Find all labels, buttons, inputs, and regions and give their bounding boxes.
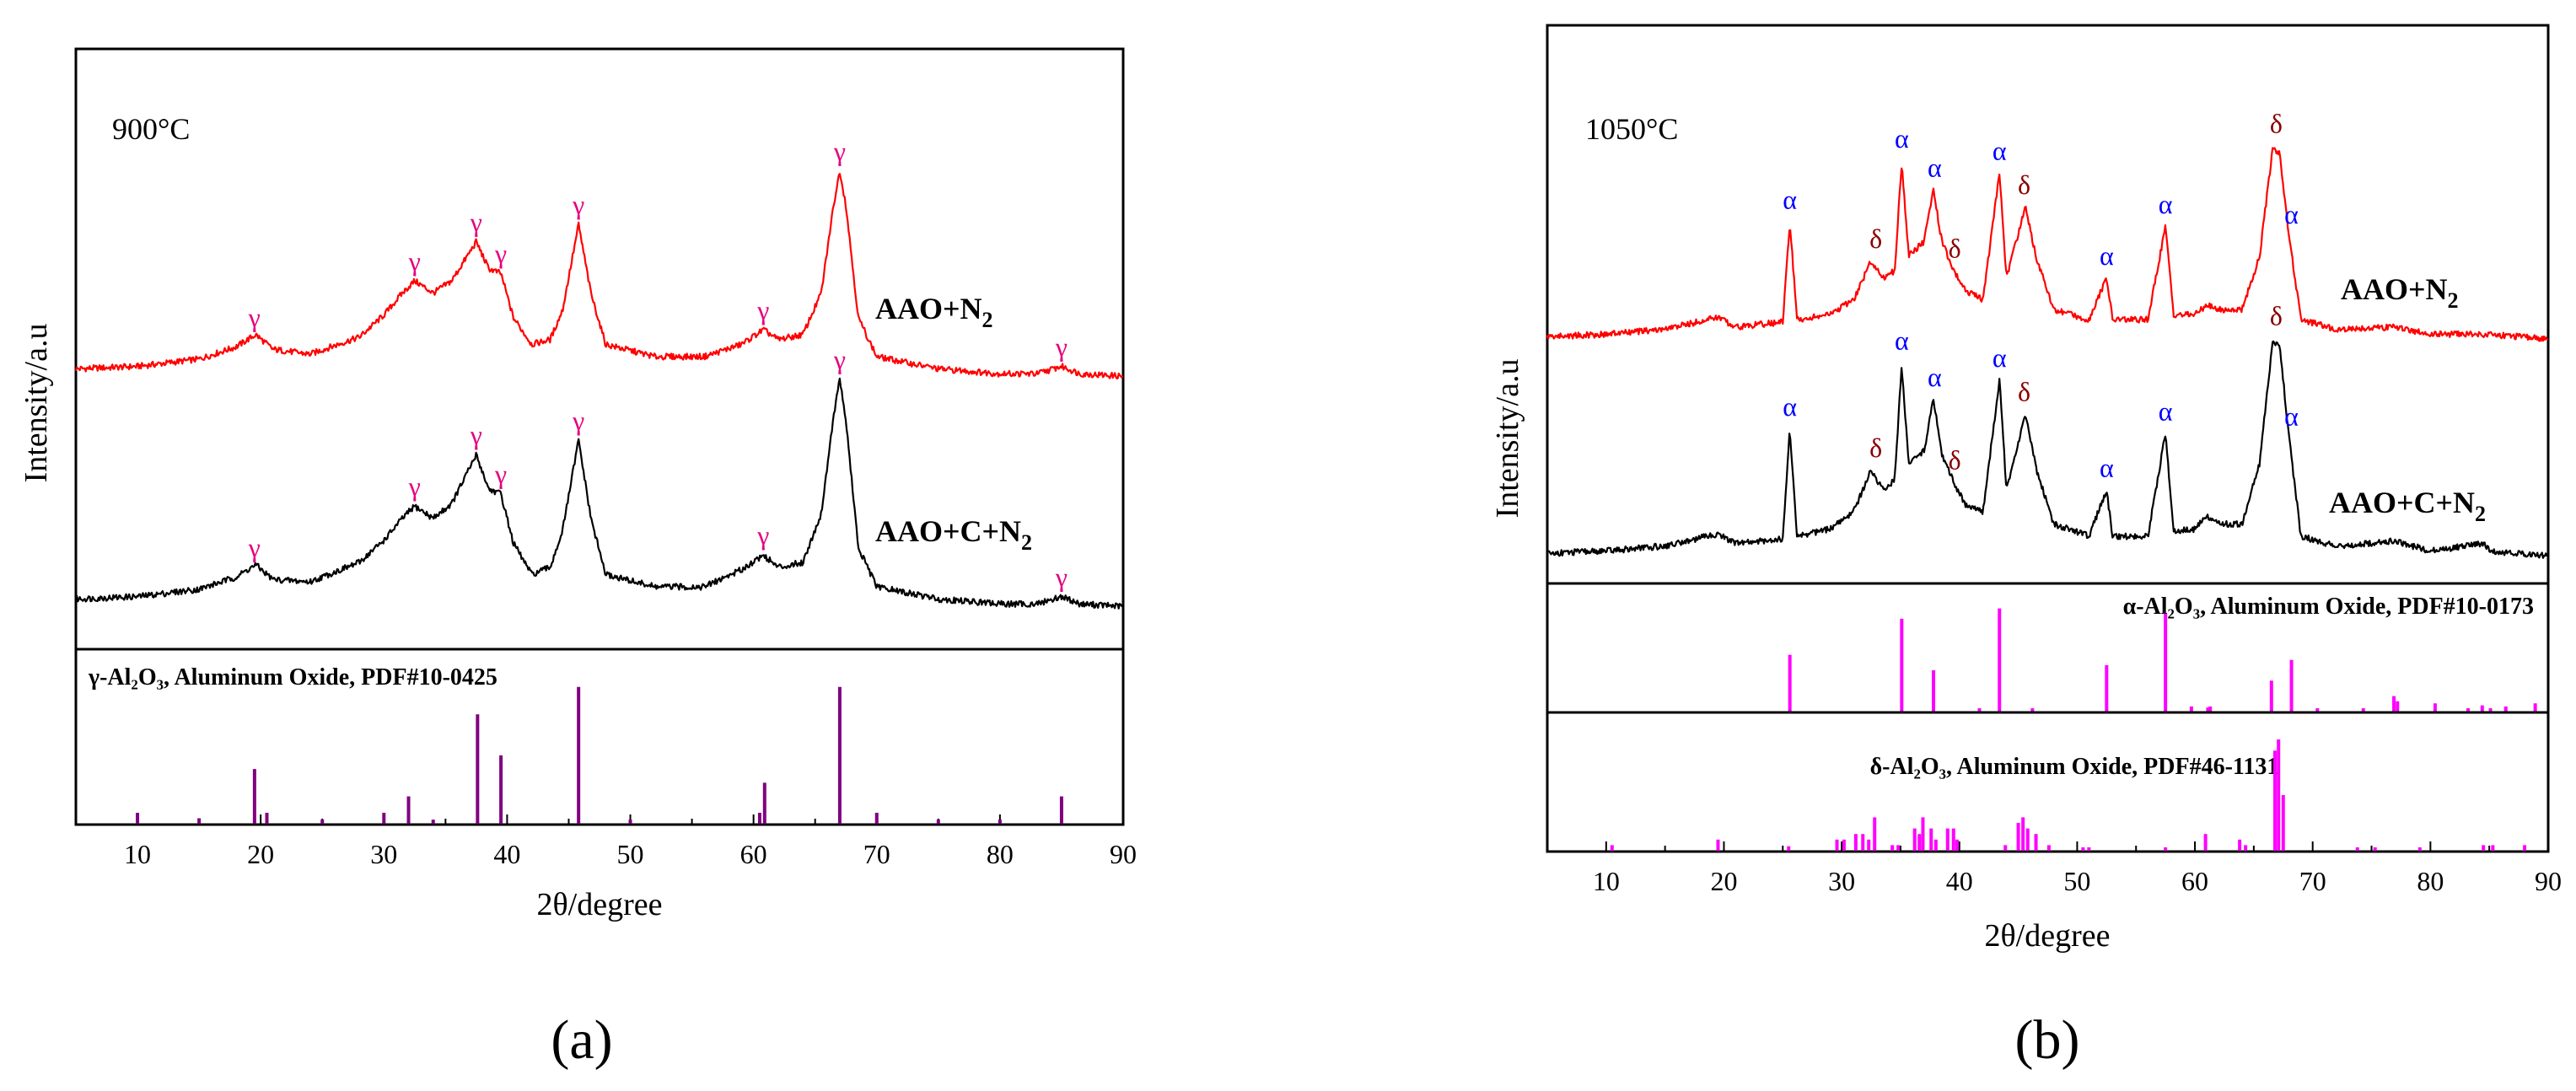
- panel-label: (b): [2015, 1009, 2080, 1071]
- x-tick-label: 70: [863, 839, 890, 869]
- x-tick-label: 30: [1828, 866, 1855, 896]
- reference-label: γ-Al₂O₃, Aluminum Oxide, PDF#10-0425: [88, 664, 497, 691]
- reference-pattern-1: γ-Al₂O₃, Aluminum Oxide, PDF#10-0425: [76, 648, 1123, 824]
- chart-panel-2: 1050°C Intensity/a.u 10 20 30 40 50 60 70 80 90 2θ/…: [1490, 24, 2562, 1071]
- peak-annotation: γ: [248, 302, 261, 332]
- peak-annotation: α: [1928, 362, 1942, 392]
- peak-annotation: α: [2100, 452, 2114, 482]
- series-label: AAO+C+N2: [2329, 486, 2486, 526]
- peak-annotation: δ: [2018, 169, 2030, 200]
- diffraction-pattern-line: [1546, 340, 2548, 559]
- peak-annotation: γ: [572, 405, 584, 435]
- y-axis-label: Intensity/a.u: [19, 324, 54, 483]
- peak-annotation: δ: [1949, 445, 1961, 476]
- plot-frame: [74, 47, 1125, 826]
- peak-annotation: α: [1928, 153, 1942, 183]
- peak-annotation: α: [1993, 342, 2007, 373]
- x-tick-label: 20: [247, 839, 274, 869]
- reference-label: δ-Al₂O₃, Aluminum Oxide, PDF#46-1131: [1870, 754, 2279, 780]
- peak-annotation: γ: [756, 294, 769, 325]
- peak-annotation: δ: [1869, 223, 1882, 254]
- panel-label: (a): [551, 1009, 612, 1071]
- peak-annotation: γ: [494, 239, 507, 269]
- x-tick-label: 10: [1593, 866, 1620, 896]
- x-tick-label: 30: [370, 839, 397, 869]
- peak-annotation: γ: [494, 459, 507, 489]
- peak-annotation: δ: [1949, 233, 1961, 263]
- x-tick-label: 50: [2063, 866, 2090, 896]
- peak-annotation: γ: [470, 420, 482, 450]
- x-tick-label: 50: [617, 839, 644, 869]
- peak-annotation: α: [2100, 240, 2114, 271]
- x-tick-label: 70: [2299, 866, 2326, 896]
- peak-annotation: γ: [756, 520, 769, 551]
- reference-pattern-1: α-Al₂O₃, Aluminum Oxide, PDF#10-0173: [1547, 582, 2548, 712]
- plot-frame: [1546, 24, 2550, 853]
- peak-annotation: α: [2159, 189, 2173, 219]
- x-axis-ticks: 10 20 30 40 50 60 70 80 90: [75, 814, 1137, 869]
- temperature-label: 1050°C: [1585, 112, 1678, 146]
- x-tick-label: 60: [740, 839, 767, 869]
- peak-annotation: γ: [408, 245, 421, 276]
- peak-annotation: γ: [470, 207, 482, 237]
- x-tick-label: 10: [124, 839, 151, 869]
- reference-pattern-2: δ-Al₂O₃, Aluminum Oxide, PDF#46-1131: [1547, 711, 2548, 851]
- peak-annotation: α: [2284, 400, 2299, 431]
- series-label: AAO+C+N2: [875, 514, 1032, 555]
- x-tick-label: 80: [2417, 866, 2444, 896]
- peak-annotation: γ: [1055, 331, 1068, 362]
- peak-annotation: γ: [572, 190, 584, 220]
- peak-annotation: δ: [2270, 301, 2283, 331]
- peak-annotation: γ: [833, 344, 846, 374]
- peak-annotation: α: [1783, 184, 1797, 214]
- x-axis-ticks: 10 20 30 40 50 60 70 80 90: [1546, 841, 2562, 896]
- diffraction-pattern-line: [1546, 147, 2549, 342]
- temperature-label: 900°C: [112, 112, 190, 146]
- peak-annotation: δ: [2018, 376, 2030, 406]
- peak-annotation: α: [1783, 391, 1797, 422]
- peak-annotation: α: [1993, 135, 2007, 165]
- x-tick-label: 20: [1710, 866, 1737, 896]
- peak-annotation: γ: [1055, 562, 1068, 592]
- series-label: AAO+N2: [875, 292, 993, 332]
- x-tick-label: 40: [1946, 866, 1973, 896]
- peak-annotation: δ: [2270, 109, 2283, 139]
- peak-annotation: γ: [408, 471, 421, 502]
- reference-label: α-Al₂O₃, Aluminum Oxide, PDF#10-0173: [2123, 594, 2534, 620]
- x-tick-label: 90: [1110, 839, 1137, 869]
- peak-annotation: α: [2284, 199, 2299, 229]
- peak-annotation: γ: [833, 136, 846, 166]
- peak-annotation: δ: [1869, 433, 1882, 463]
- peak-annotation: γ: [248, 532, 261, 562]
- x-tick-label: 40: [493, 839, 520, 869]
- series-label: AAO+N2: [2341, 272, 2459, 313]
- x-axis-label: 2θ/degree: [1984, 918, 2110, 954]
- x-tick-label: 80: [987, 839, 1014, 869]
- diffraction-pattern-line: [74, 377, 1124, 610]
- x-tick-label: 90: [2535, 866, 2562, 896]
- peak-annotation: α: [1895, 123, 1909, 153]
- peak-annotation: α: [2159, 396, 2173, 427]
- x-tick-label: 60: [2181, 866, 2208, 896]
- x-axis-label: 2θ/degree: [536, 887, 662, 922]
- chart-panel-1: 900°C Intensity/a.u 10 20 30 40 50 60 70 80 90 2θ/d…: [19, 47, 1137, 1071]
- y-axis-label: Intensity/a.u: [1490, 359, 1525, 519]
- diffraction-pattern-line: [74, 173, 1124, 379]
- peak-annotation: α: [1895, 325, 1909, 356]
